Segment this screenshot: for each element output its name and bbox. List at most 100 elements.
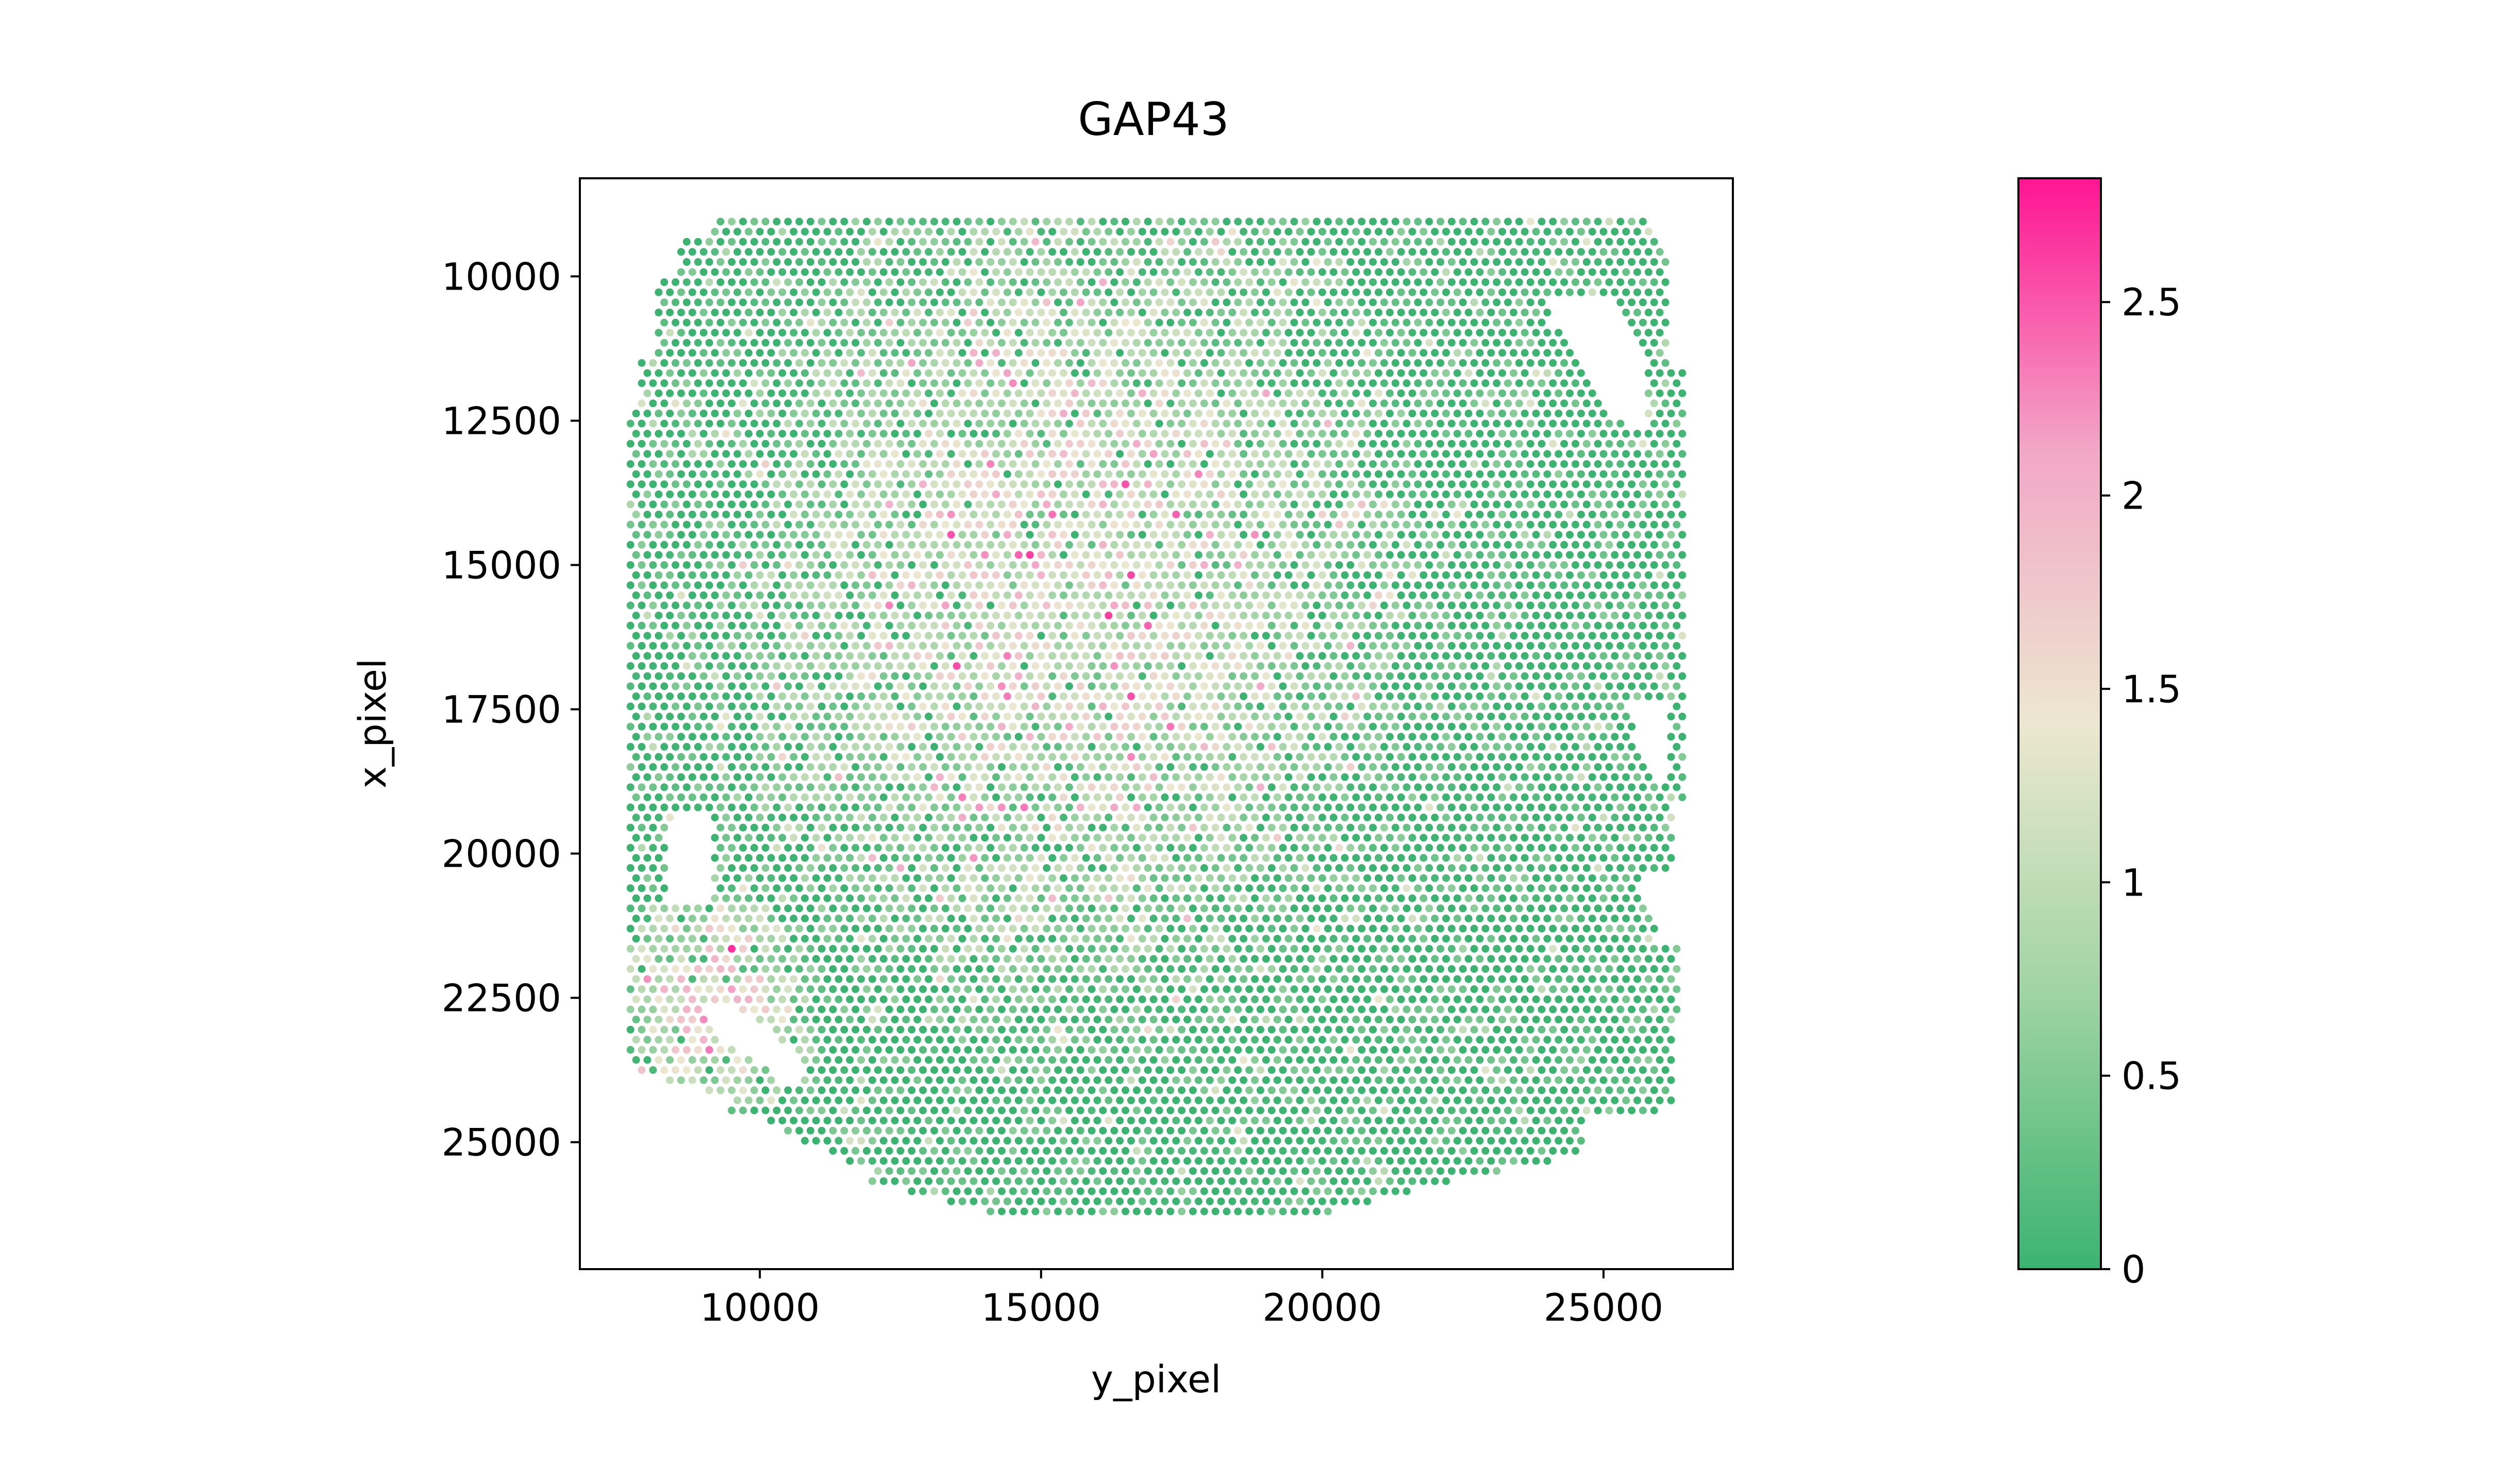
scatter-point [1296, 349, 1304, 357]
scatter-point [1487, 571, 1495, 579]
scatter-point [1037, 470, 1045, 478]
scatter-point [1476, 632, 1484, 640]
scatter-point [1639, 480, 1647, 488]
scatter-point [868, 288, 876, 296]
scatter-point [660, 561, 669, 569]
scatter-point [1447, 278, 1456, 286]
scatter-point [1504, 440, 1512, 448]
scatter-point [885, 217, 893, 226]
scatter-point [660, 480, 669, 488]
scatter-point [1048, 268, 1057, 276]
scatter-point [857, 389, 865, 397]
scatter-point [1594, 278, 1602, 286]
scatter-point [885, 298, 893, 307]
scatter-point [694, 460, 702, 468]
scatter-point [1526, 440, 1534, 448]
scatter-point [1515, 399, 1523, 408]
scatter-point [1572, 520, 1579, 529]
scatter-point [1346, 339, 1355, 347]
scatter-point [660, 520, 669, 529]
scatter-point [1200, 621, 1208, 630]
scatter-point [1464, 490, 1473, 498]
scatter-point [863, 541, 871, 549]
scatter-point [846, 652, 854, 660]
scatter-point [958, 733, 966, 741]
scatter-point [992, 288, 1000, 296]
scatter-point [997, 743, 1006, 751]
scatter-point [801, 288, 809, 296]
scatter-point [970, 692, 978, 700]
scatter-point [1138, 612, 1146, 619]
scatter-point [739, 440, 747, 448]
scatter-point [1144, 722, 1152, 731]
scatter-point [896, 642, 905, 650]
scatter-point [643, 450, 652, 458]
scatter-point [1161, 228, 1169, 236]
scatter-point [1031, 278, 1040, 286]
scatter-point [1498, 531, 1507, 539]
scatter-point [739, 258, 747, 266]
scatter-point [1138, 228, 1146, 236]
scatter-point [1447, 541, 1456, 549]
scatter-point [1065, 238, 1073, 246]
scatter-point [885, 682, 893, 690]
scatter-point [1470, 399, 1478, 408]
scatter-point [1031, 722, 1040, 731]
scatter-point [1419, 409, 1428, 417]
scatter-point [1639, 298, 1647, 307]
scatter-point [638, 460, 646, 468]
scatter-point [908, 722, 916, 731]
scatter-point [1031, 339, 1040, 347]
scatter-point [1650, 278, 1658, 286]
scatter-point [1656, 490, 1664, 498]
scatter-point [840, 743, 848, 751]
scatter-point [1509, 753, 1517, 761]
scatter-point [1566, 753, 1574, 761]
scatter-point [1431, 389, 1439, 397]
scatter-point [1555, 389, 1563, 397]
scatter-point [1369, 419, 1377, 428]
scatter-point [958, 713, 966, 720]
scatter-point [790, 288, 798, 296]
scatter-point [699, 450, 708, 458]
scatter-point [1498, 228, 1507, 236]
scatter-point [1526, 743, 1534, 751]
scatter-point [1116, 268, 1124, 276]
scatter-point [1200, 278, 1208, 286]
scatter-point [936, 329, 944, 337]
scatter-point [1532, 268, 1540, 276]
scatter-point [992, 591, 1000, 599]
scatter-point [851, 722, 860, 731]
scatter-point [1470, 419, 1478, 428]
scatter-point [1397, 591, 1405, 599]
scatter-point [851, 561, 860, 569]
scatter-point [1099, 722, 1107, 731]
scatter-point [1380, 217, 1388, 226]
scatter-point [795, 399, 804, 408]
scatter-point [958, 228, 966, 236]
scatter-point [1639, 278, 1647, 286]
scatter-point [1262, 248, 1270, 256]
scatter-point [1059, 329, 1067, 337]
scatter-point [1324, 440, 1332, 448]
scatter-point [778, 511, 787, 518]
scatter-point [925, 349, 933, 357]
scatter-point [1526, 561, 1534, 569]
scatter-point [1532, 450, 1540, 458]
scatter-point [716, 399, 725, 408]
scatter-point [1245, 379, 1254, 387]
scatter-point [1054, 601, 1062, 610]
scatter-point [1290, 339, 1298, 347]
scatter-point [1363, 470, 1372, 478]
scatter-point [1065, 743, 1073, 751]
scatter-point [1464, 389, 1473, 397]
scatter-point [1234, 682, 1242, 690]
scatter-point [1189, 500, 1197, 509]
scatter-point [1296, 430, 1304, 438]
scatter-point [1200, 339, 1208, 347]
scatter-point [953, 278, 961, 286]
scatter-point [1560, 480, 1568, 488]
scatter-point [1144, 561, 1152, 569]
scatter-point [761, 460, 770, 468]
scatter-point [790, 652, 798, 660]
